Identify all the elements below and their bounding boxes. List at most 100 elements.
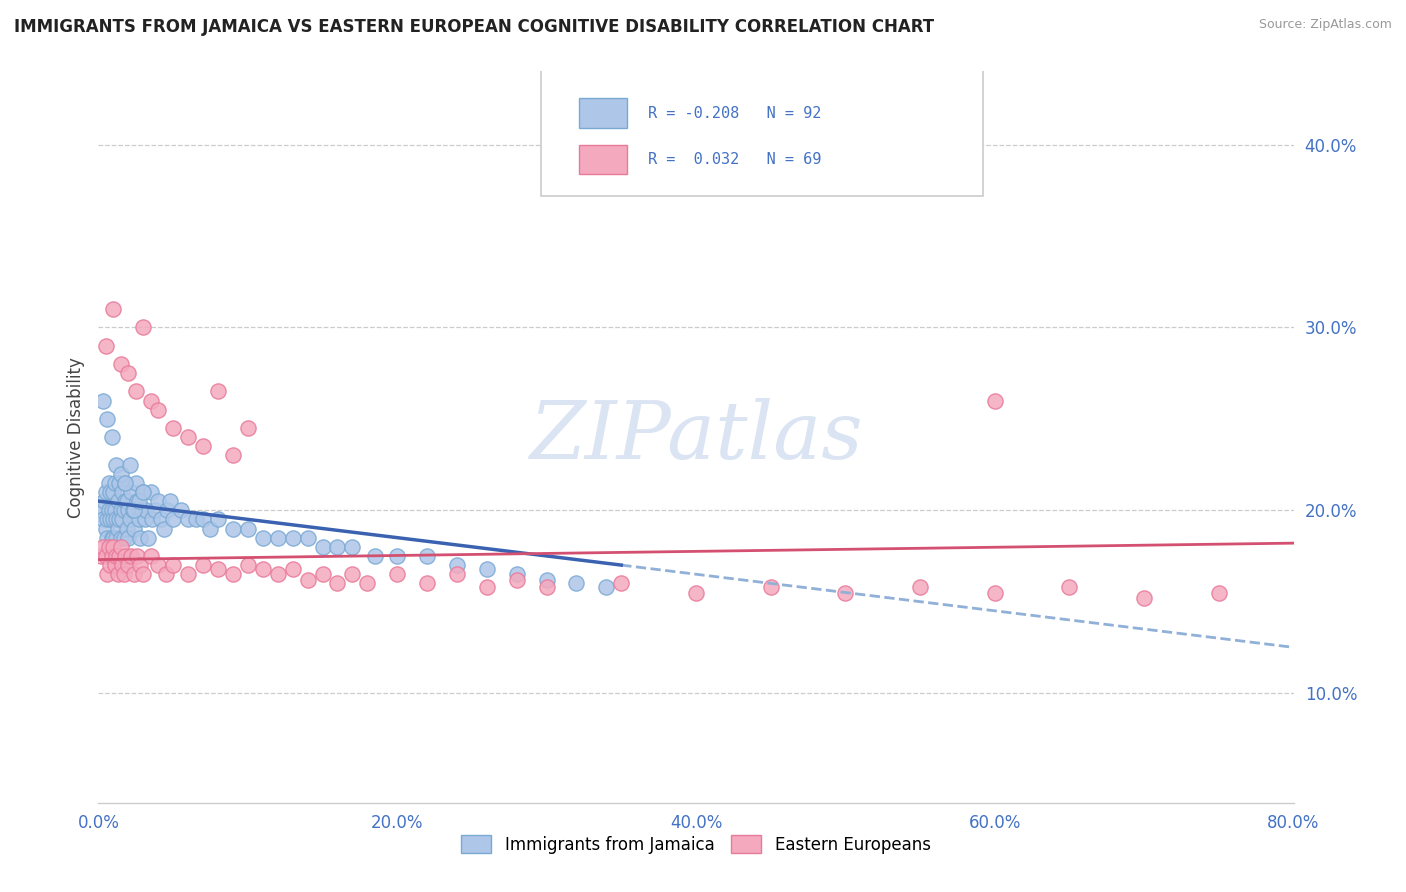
- Point: [98, 512, 122, 526]
- Point: [156, 503, 179, 517]
- Point: [446, 567, 468, 582]
- Point: [105, 512, 128, 526]
- Point: [536, 580, 558, 594]
- Point: [148, 558, 170, 573]
- Point: [236, 558, 259, 573]
- Point: [112, 503, 135, 517]
- Point: [311, 540, 333, 554]
- Point: [94, 485, 117, 500]
- Point: [150, 512, 173, 526]
- Point: [97, 475, 120, 490]
- Point: [96, 567, 118, 582]
- Point: [475, 562, 498, 576]
- Point: [385, 567, 409, 582]
- Point: [207, 384, 229, 399]
- Point: [103, 531, 125, 545]
- Point: [191, 512, 214, 526]
- Point: [610, 576, 633, 591]
- Point: [107, 521, 129, 535]
- Point: [908, 580, 931, 594]
- Point: [110, 503, 132, 517]
- Point: [759, 580, 782, 594]
- Text: Source: ZipAtlas.com: Source: ZipAtlas.com: [1258, 18, 1392, 31]
- Point: [118, 512, 141, 526]
- Point: [128, 494, 150, 508]
- Point: [132, 320, 155, 334]
- Point: [90, 503, 112, 517]
- Point: [252, 562, 274, 576]
- Point: [135, 503, 157, 517]
- Point: [326, 576, 349, 591]
- Point: [1133, 591, 1156, 605]
- Point: [101, 503, 124, 517]
- Point: [94, 339, 117, 353]
- Point: [110, 357, 132, 371]
- Point: [94, 549, 117, 563]
- Point: [103, 512, 125, 526]
- Point: [103, 485, 125, 500]
- Point: [236, 521, 259, 535]
- Point: [124, 503, 146, 517]
- Bar: [579, 98, 627, 128]
- Text: R =  0.032   N = 69: R = 0.032 N = 69: [648, 152, 821, 167]
- Point: [101, 531, 124, 545]
- Point: [105, 458, 128, 472]
- Point: [200, 521, 222, 535]
- Point: [111, 485, 134, 500]
- Point: [177, 567, 200, 582]
- Point: [222, 567, 245, 582]
- Point: [125, 384, 148, 399]
- Point: [97, 503, 120, 517]
- Point: [104, 558, 127, 573]
- Point: [114, 494, 136, 508]
- Point: [834, 585, 856, 599]
- Point: [98, 558, 122, 573]
- Point: [90, 549, 112, 563]
- Point: [207, 562, 229, 576]
- Point: [108, 512, 131, 526]
- Point: [110, 540, 132, 554]
- Point: [134, 512, 156, 526]
- Point: [143, 503, 166, 517]
- Point: [129, 531, 152, 545]
- Point: [385, 549, 409, 563]
- Point: [117, 558, 139, 573]
- Point: [222, 521, 245, 535]
- Point: [129, 558, 152, 573]
- Point: [115, 521, 138, 535]
- Point: [112, 567, 135, 582]
- Point: [110, 467, 132, 481]
- Point: [139, 485, 162, 500]
- Point: [115, 494, 138, 508]
- Point: [1059, 580, 1081, 594]
- Point: [326, 540, 349, 554]
- FancyBboxPatch shape: [541, 68, 983, 195]
- Point: [98, 485, 122, 500]
- Point: [105, 531, 128, 545]
- Point: [191, 558, 214, 573]
- Point: [111, 512, 134, 526]
- Point: [124, 521, 146, 535]
- Point: [139, 393, 162, 408]
- Point: [159, 494, 181, 508]
- Point: [281, 562, 304, 576]
- Legend: Immigrants from Jamaica, Eastern Europeans: Immigrants from Jamaica, Eastern Europea…: [454, 829, 938, 860]
- Point: [103, 302, 125, 317]
- Point: [236, 421, 259, 435]
- Point: [93, 494, 115, 508]
- Y-axis label: Cognitive Disability: Cognitive Disability: [66, 357, 84, 517]
- Point: [91, 540, 114, 554]
- Point: [207, 512, 229, 526]
- Point: [155, 567, 177, 582]
- Point: [114, 549, 136, 563]
- Point: [114, 475, 136, 490]
- Point: [153, 521, 176, 535]
- Point: [565, 576, 588, 591]
- Point: [148, 402, 170, 417]
- Point: [356, 576, 378, 591]
- Point: [131, 503, 153, 517]
- Point: [416, 549, 439, 563]
- Point: [364, 549, 387, 563]
- Point: [506, 573, 529, 587]
- Point: [297, 531, 319, 545]
